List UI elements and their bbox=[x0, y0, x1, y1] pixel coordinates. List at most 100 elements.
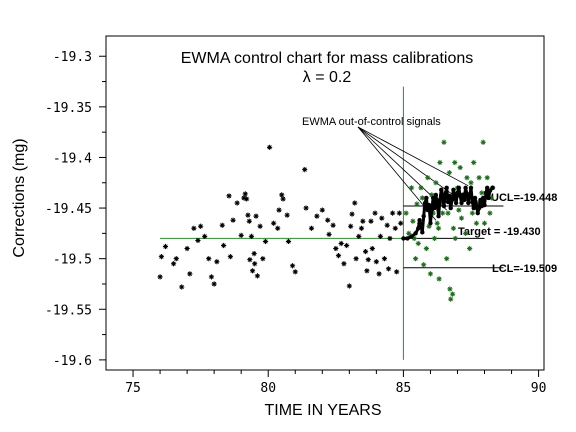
ewma-point bbox=[425, 207, 430, 213]
monitoring-point bbox=[445, 210, 451, 216]
baseline-point bbox=[364, 268, 370, 274]
baseline-point bbox=[308, 225, 315, 231]
baseline-point bbox=[394, 269, 400, 275]
ewma-point bbox=[418, 224, 424, 229]
monitoring-point bbox=[475, 200, 481, 206]
baseline-point bbox=[279, 192, 285, 198]
monitoring-point bbox=[471, 159, 477, 166]
baseline-point bbox=[247, 257, 253, 263]
monitoring-point bbox=[450, 225, 457, 231]
y-tick-label: -19.55 bbox=[45, 303, 92, 318]
baseline-point bbox=[227, 254, 233, 260]
baseline-point bbox=[246, 218, 252, 224]
monitoring-point bbox=[434, 220, 440, 226]
monitoring-point bbox=[403, 210, 409, 216]
x-tick-label: 75 bbox=[125, 381, 141, 396]
monitoring-point bbox=[467, 245, 473, 252]
ewma-point bbox=[444, 185, 449, 191]
monitoring-point bbox=[458, 215, 465, 221]
baseline-point bbox=[289, 263, 296, 269]
ewma-point bbox=[468, 185, 474, 191]
baseline-point bbox=[396, 210, 402, 216]
baseline-point bbox=[230, 217, 236, 223]
baseline-point bbox=[170, 261, 177, 267]
baseline-point bbox=[381, 256, 388, 262]
monitoring-point bbox=[446, 170, 452, 176]
baseline-point bbox=[266, 144, 273, 150]
monitoring-point bbox=[423, 245, 429, 252]
y-tick-label: -19.3 bbox=[53, 50, 92, 65]
baseline-point bbox=[202, 233, 208, 239]
baseline-point bbox=[398, 220, 404, 226]
baseline-point bbox=[385, 266, 392, 272]
ewma-point bbox=[462, 197, 467, 203]
baseline-point bbox=[280, 196, 286, 202]
monitoring-point bbox=[457, 164, 463, 171]
baseline-point bbox=[379, 215, 385, 221]
baseline-point bbox=[252, 261, 258, 267]
baseline-point bbox=[249, 268, 256, 274]
baseline-point bbox=[365, 257, 371, 263]
monitoring-point bbox=[473, 220, 480, 226]
baseline-point bbox=[369, 245, 375, 252]
ewma-point bbox=[432, 205, 437, 211]
monitoring-point bbox=[426, 223, 432, 229]
y-tick-label: -19.4 bbox=[53, 151, 92, 166]
ewma-point bbox=[447, 193, 452, 199]
monitoring-point bbox=[479, 190, 485, 196]
baseline-point bbox=[184, 245, 190, 252]
ewma-point bbox=[487, 188, 493, 194]
monitoring-point bbox=[481, 220, 488, 226]
ewma-point bbox=[428, 221, 433, 226]
monitoring-point bbox=[444, 256, 450, 262]
baseline-point bbox=[206, 256, 212, 262]
ewma-point bbox=[420, 230, 425, 235]
baseline-point bbox=[303, 205, 309, 211]
baseline-point bbox=[162, 243, 169, 250]
y-axis-label: Corrections (mg) bbox=[11, 138, 28, 257]
y-tick-label: -19.35 bbox=[45, 101, 92, 116]
ewma-point bbox=[435, 200, 440, 206]
ewma-point bbox=[448, 205, 453, 211]
baseline-point bbox=[198, 223, 204, 229]
ewma-point bbox=[459, 200, 464, 206]
ewma-point bbox=[433, 192, 439, 198]
x-axis-label: TIME IN YEARS bbox=[264, 402, 381, 419]
baseline-point bbox=[389, 210, 396, 216]
monitoring-point bbox=[435, 225, 442, 231]
baseline-point bbox=[157, 274, 163, 280]
baseline-point bbox=[302, 167, 308, 173]
baseline-point bbox=[368, 218, 374, 224]
ewma-point bbox=[451, 187, 456, 193]
ewma-point bbox=[463, 185, 468, 191]
ewma-point bbox=[401, 236, 406, 241]
baseline-point bbox=[245, 212, 251, 218]
monitoring-point bbox=[418, 185, 424, 191]
monitoring-point bbox=[408, 185, 415, 191]
monitoring-point bbox=[425, 175, 431, 181]
baseline-point bbox=[326, 231, 332, 237]
monitoring-point bbox=[410, 218, 416, 224]
ewma-point bbox=[426, 202, 432, 208]
monitoring-point bbox=[440, 210, 446, 216]
monitoring-point bbox=[462, 230, 469, 236]
annotation-leader-line bbox=[357, 126, 458, 199]
baseline-point bbox=[191, 225, 197, 231]
monitoring-point bbox=[487, 210, 493, 216]
x-tick-label: 90 bbox=[531, 381, 547, 396]
baseline-point bbox=[284, 212, 290, 218]
ewma-point bbox=[486, 195, 491, 201]
baseline-point bbox=[251, 251, 257, 257]
ewma-point bbox=[417, 218, 422, 223]
baseline-point bbox=[356, 233, 362, 239]
ewma-point bbox=[424, 195, 429, 201]
baseline-point bbox=[384, 222, 390, 228]
baseline-point bbox=[243, 196, 250, 202]
baseline-point bbox=[260, 256, 266, 262]
baseline-point bbox=[387, 235, 393, 242]
ewma-point bbox=[449, 197, 455, 203]
monitoring-point bbox=[411, 235, 417, 242]
monitoring-point bbox=[484, 175, 490, 181]
